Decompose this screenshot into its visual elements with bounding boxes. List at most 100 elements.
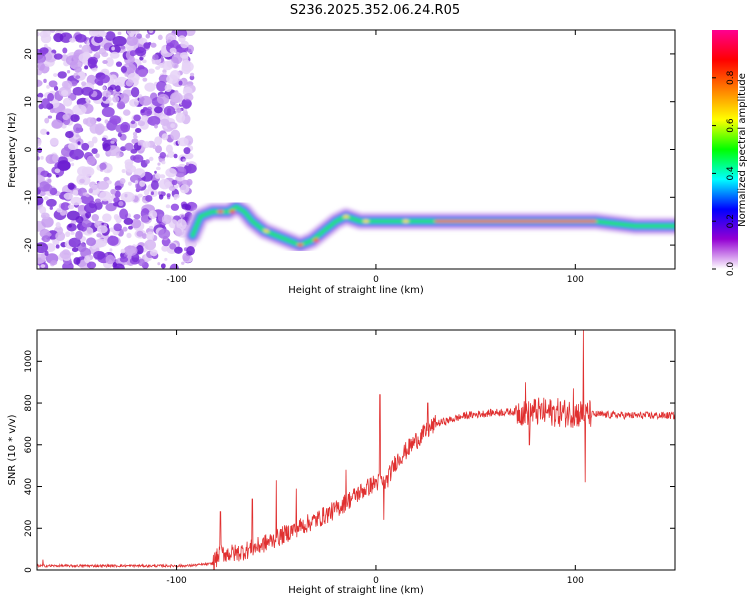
noise-speckle bbox=[65, 231, 71, 238]
noise-speckle bbox=[117, 31, 122, 36]
noise-speckle bbox=[62, 47, 68, 54]
snr-y-axis: 0 200 400 600 800 1000 bbox=[24, 350, 675, 573]
noise-speckle bbox=[84, 65, 89, 70]
noise-speckle bbox=[77, 141, 81, 145]
noise-speckle bbox=[52, 154, 59, 163]
noise-speckle bbox=[41, 98, 50, 109]
noise-speckle bbox=[67, 182, 75, 190]
noise-speckle bbox=[99, 191, 112, 202]
noise-speckle bbox=[170, 129, 181, 141]
noise-speckle bbox=[150, 42, 157, 48]
noise-speckle bbox=[61, 80, 69, 89]
noise-speckle bbox=[37, 182, 40, 188]
noise-speckle bbox=[183, 108, 188, 112]
noise-speckle bbox=[147, 115, 161, 126]
noise-speckle bbox=[172, 63, 179, 69]
spectrogram-y-tick-label: 10 bbox=[24, 96, 34, 108]
noise-speckle bbox=[81, 81, 87, 87]
noise-speckle bbox=[96, 225, 108, 234]
noise-speckle bbox=[133, 114, 141, 122]
noise-speckle bbox=[47, 115, 53, 119]
colorbar-label: Normalized spectral amplitude bbox=[737, 73, 748, 227]
noise-speckle bbox=[105, 254, 115, 265]
noise-speckle bbox=[158, 228, 171, 239]
noise-speckle bbox=[85, 211, 92, 219]
spectrogram-x-tick-label: 0 bbox=[373, 275, 379, 285]
noise-speckle bbox=[150, 191, 155, 196]
noise-speckle bbox=[132, 131, 138, 137]
snr-y-label: SNR (10 * v/v) bbox=[7, 414, 18, 485]
noise-speckle bbox=[175, 112, 186, 123]
noise-speckle bbox=[81, 166, 95, 177]
noise-speckle bbox=[171, 53, 183, 65]
noise-speckle bbox=[171, 179, 178, 186]
noise-speckle bbox=[99, 162, 107, 170]
noise-speckle bbox=[116, 101, 125, 110]
snr-y-tick-label: 600 bbox=[24, 436, 34, 453]
noise-speckle bbox=[152, 60, 156, 65]
noise-speckle bbox=[119, 153, 123, 157]
noise-speckle bbox=[168, 185, 176, 192]
noise-speckle bbox=[162, 71, 167, 76]
noise-speckle bbox=[169, 243, 177, 250]
noise-speckle bbox=[72, 189, 79, 196]
noise-speckle bbox=[70, 196, 82, 206]
noise-speckle bbox=[79, 178, 85, 184]
snr-panel: -100 0 100 0 200 400 600 800 1000 Height of str… bbox=[7, 329, 676, 596]
noise-speckle bbox=[127, 181, 132, 186]
noise-speckle bbox=[39, 206, 47, 215]
noise-speckle bbox=[183, 93, 194, 102]
noise-speckle bbox=[55, 244, 60, 249]
noise-speckle bbox=[54, 168, 61, 174]
noise-speckle bbox=[115, 61, 123, 67]
noise-speckle bbox=[69, 148, 85, 160]
noise-speckle bbox=[109, 74, 117, 81]
spectrogram-x-tick-label: -100 bbox=[166, 275, 187, 285]
noise-speckle bbox=[155, 166, 161, 171]
noise-speckle bbox=[184, 204, 192, 211]
ridge-hotspot bbox=[343, 214, 350, 219]
noise-speckle bbox=[75, 75, 81, 79]
noise-speckle bbox=[110, 140, 115, 144]
noise-speckle bbox=[91, 136, 98, 144]
colorbar-tick-label: 0.0 bbox=[726, 262, 736, 277]
noise-speckle bbox=[72, 86, 84, 96]
noise-speckle bbox=[161, 160, 166, 165]
frequency-ridge bbox=[183, 197, 675, 255]
noise-speckle bbox=[176, 30, 188, 39]
noise-speckle bbox=[148, 210, 158, 220]
ridge-hotspot bbox=[263, 228, 270, 233]
noise-speckle bbox=[37, 79, 43, 87]
noise-speckle bbox=[57, 160, 71, 171]
noise-speckle bbox=[81, 142, 90, 151]
noise-speckle bbox=[94, 198, 101, 204]
noise-speckle bbox=[125, 164, 137, 173]
noise-speckle bbox=[143, 42, 151, 49]
ridge-hotspot bbox=[229, 209, 236, 214]
figure-title: S236.2025.352.06.24.R05 bbox=[290, 3, 460, 18]
noise-speckle bbox=[47, 93, 55, 102]
noise-speckle bbox=[138, 69, 148, 78]
noise-speckle bbox=[37, 195, 44, 206]
noise-speckle bbox=[44, 117, 50, 124]
noise-speckle bbox=[37, 92, 44, 99]
noise-speckle bbox=[37, 31, 40, 37]
noise-speckle bbox=[129, 174, 142, 184]
noise-speckle bbox=[96, 233, 102, 238]
noise-speckle bbox=[182, 158, 186, 162]
noise-speckle bbox=[148, 30, 154, 34]
noise-speckle bbox=[65, 55, 79, 66]
noise-speckle bbox=[120, 248, 126, 254]
noise-speckle bbox=[177, 137, 189, 147]
noise-speckle bbox=[46, 131, 50, 135]
noise-speckle bbox=[123, 245, 138, 257]
noise-speckle bbox=[85, 193, 90, 198]
noise-speckle bbox=[101, 51, 109, 58]
noise-speckle bbox=[181, 261, 185, 265]
spectrogram-y-tick-label: -20 bbox=[24, 237, 34, 252]
noise-speckle bbox=[69, 37, 76, 43]
noise-speckle bbox=[157, 93, 170, 105]
noise-speckle bbox=[124, 159, 134, 166]
noise-speckle bbox=[117, 132, 122, 138]
noise-speckle bbox=[144, 239, 157, 251]
